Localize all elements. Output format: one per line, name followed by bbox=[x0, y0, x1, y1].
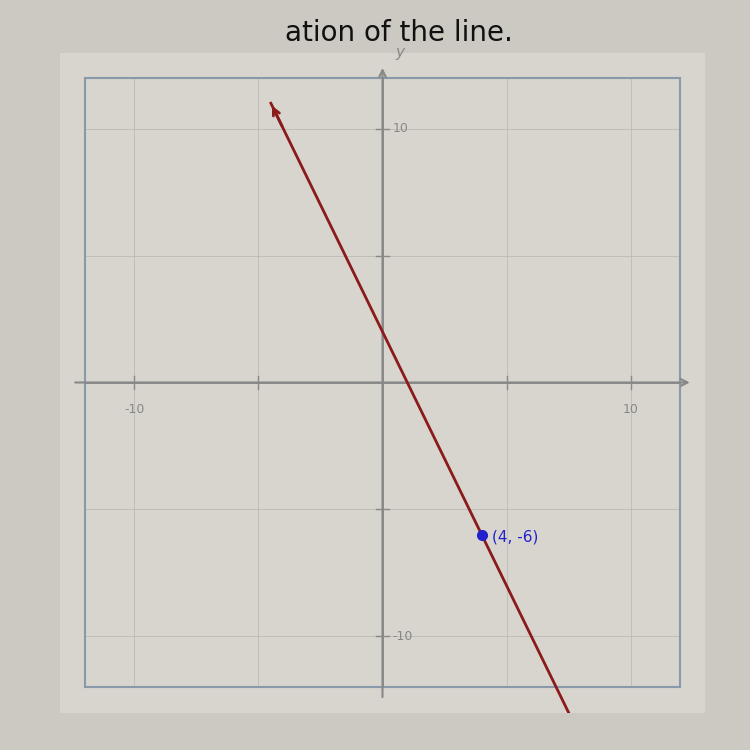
Text: -10: -10 bbox=[124, 403, 145, 416]
Text: ation of the line.: ation of the line. bbox=[285, 19, 513, 46]
Text: 10: 10 bbox=[622, 403, 638, 416]
Text: 10: 10 bbox=[392, 122, 408, 135]
Text: -10: -10 bbox=[392, 630, 412, 643]
Text: y: y bbox=[395, 45, 404, 60]
Text: (4, -6): (4, -6) bbox=[492, 530, 538, 544]
